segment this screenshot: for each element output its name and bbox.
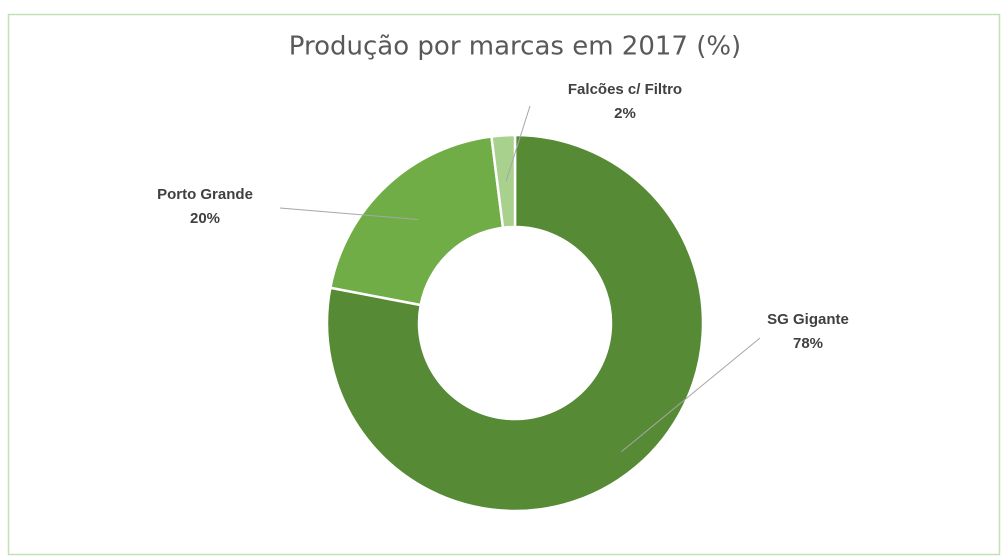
data-label-name: Porto Grande xyxy=(157,186,253,203)
data-label-name: Falcões c/ Filtro xyxy=(568,81,682,98)
leader-line xyxy=(621,337,761,453)
data-label-value: 2% xyxy=(614,105,636,122)
chart-title: Produção por marcas em 2017 (%) xyxy=(289,32,741,62)
data-label-value: 20% xyxy=(190,210,220,227)
donut-slice xyxy=(325,133,705,513)
leader-line xyxy=(279,207,418,220)
data-label-name: SG Gigante xyxy=(767,311,849,328)
donut-slice xyxy=(328,135,505,307)
leader-line xyxy=(505,105,531,182)
donut-slice xyxy=(490,133,517,230)
data-label-value: 78% xyxy=(793,335,823,352)
